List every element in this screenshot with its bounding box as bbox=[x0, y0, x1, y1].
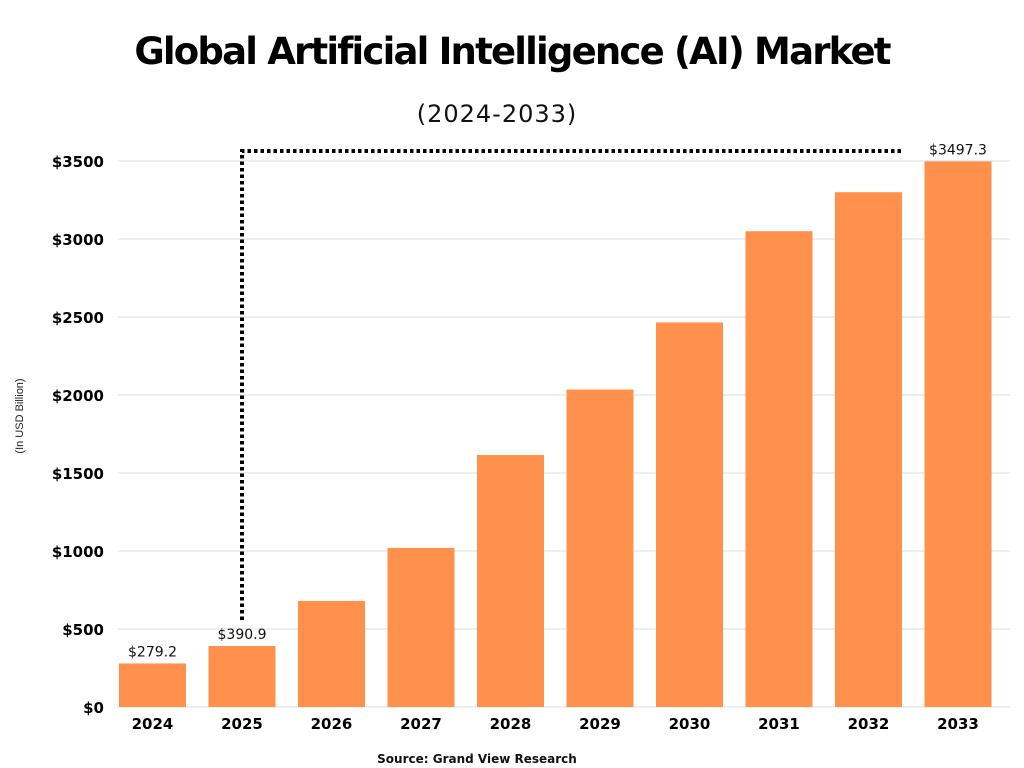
data-label: $390.9 bbox=[218, 627, 267, 643]
y-tick-label: $0 bbox=[83, 699, 104, 717]
bar-2032 bbox=[835, 192, 902, 707]
y-tick-label: $2500 bbox=[52, 309, 104, 327]
y-tick-label: $1500 bbox=[52, 465, 104, 483]
y-tick-label: $3000 bbox=[52, 231, 104, 249]
dotted-annotation-line bbox=[240, 149, 903, 620]
bar-2031 bbox=[745, 231, 813, 707]
bar-2030 bbox=[656, 322, 723, 707]
y-tick-label: $500 bbox=[62, 621, 104, 639]
data-label: $3497.3 bbox=[929, 142, 987, 158]
bar-2024 bbox=[119, 663, 186, 707]
bar-2033 bbox=[924, 161, 992, 707]
data-label: $279.2 bbox=[128, 644, 177, 660]
bar-2028 bbox=[477, 455, 544, 707]
chart-title: Global Artificial Intelligence (AI) Mark… bbox=[134, 30, 891, 73]
x-tick-label: 2028 bbox=[490, 715, 532, 733]
y-tick-label: $3500 bbox=[52, 153, 104, 171]
y-tick-label: $2000 bbox=[52, 387, 104, 405]
chart-subtitle: (2024-2033) bbox=[416, 100, 578, 128]
source-note: Source: Grand View Research bbox=[377, 752, 577, 766]
x-tick-label: 2032 bbox=[848, 715, 890, 733]
bar-2029 bbox=[566, 389, 634, 707]
bar-2027 bbox=[387, 547, 455, 707]
x-tick-label: 2027 bbox=[400, 715, 442, 733]
y-tick-label: $1000 bbox=[52, 543, 104, 561]
x-tick-label: 2024 bbox=[132, 715, 174, 733]
x-tick-label: 2030 bbox=[669, 715, 711, 733]
x-tick-label: 2026 bbox=[311, 715, 353, 733]
x-tick-label: 2025 bbox=[221, 715, 263, 733]
bar-2025 bbox=[208, 646, 276, 707]
x-tick-label: 2031 bbox=[758, 715, 800, 733]
x-tick-label: 2029 bbox=[579, 715, 621, 733]
x-tick-label: 2033 bbox=[937, 715, 979, 733]
bar-2026 bbox=[298, 600, 365, 707]
